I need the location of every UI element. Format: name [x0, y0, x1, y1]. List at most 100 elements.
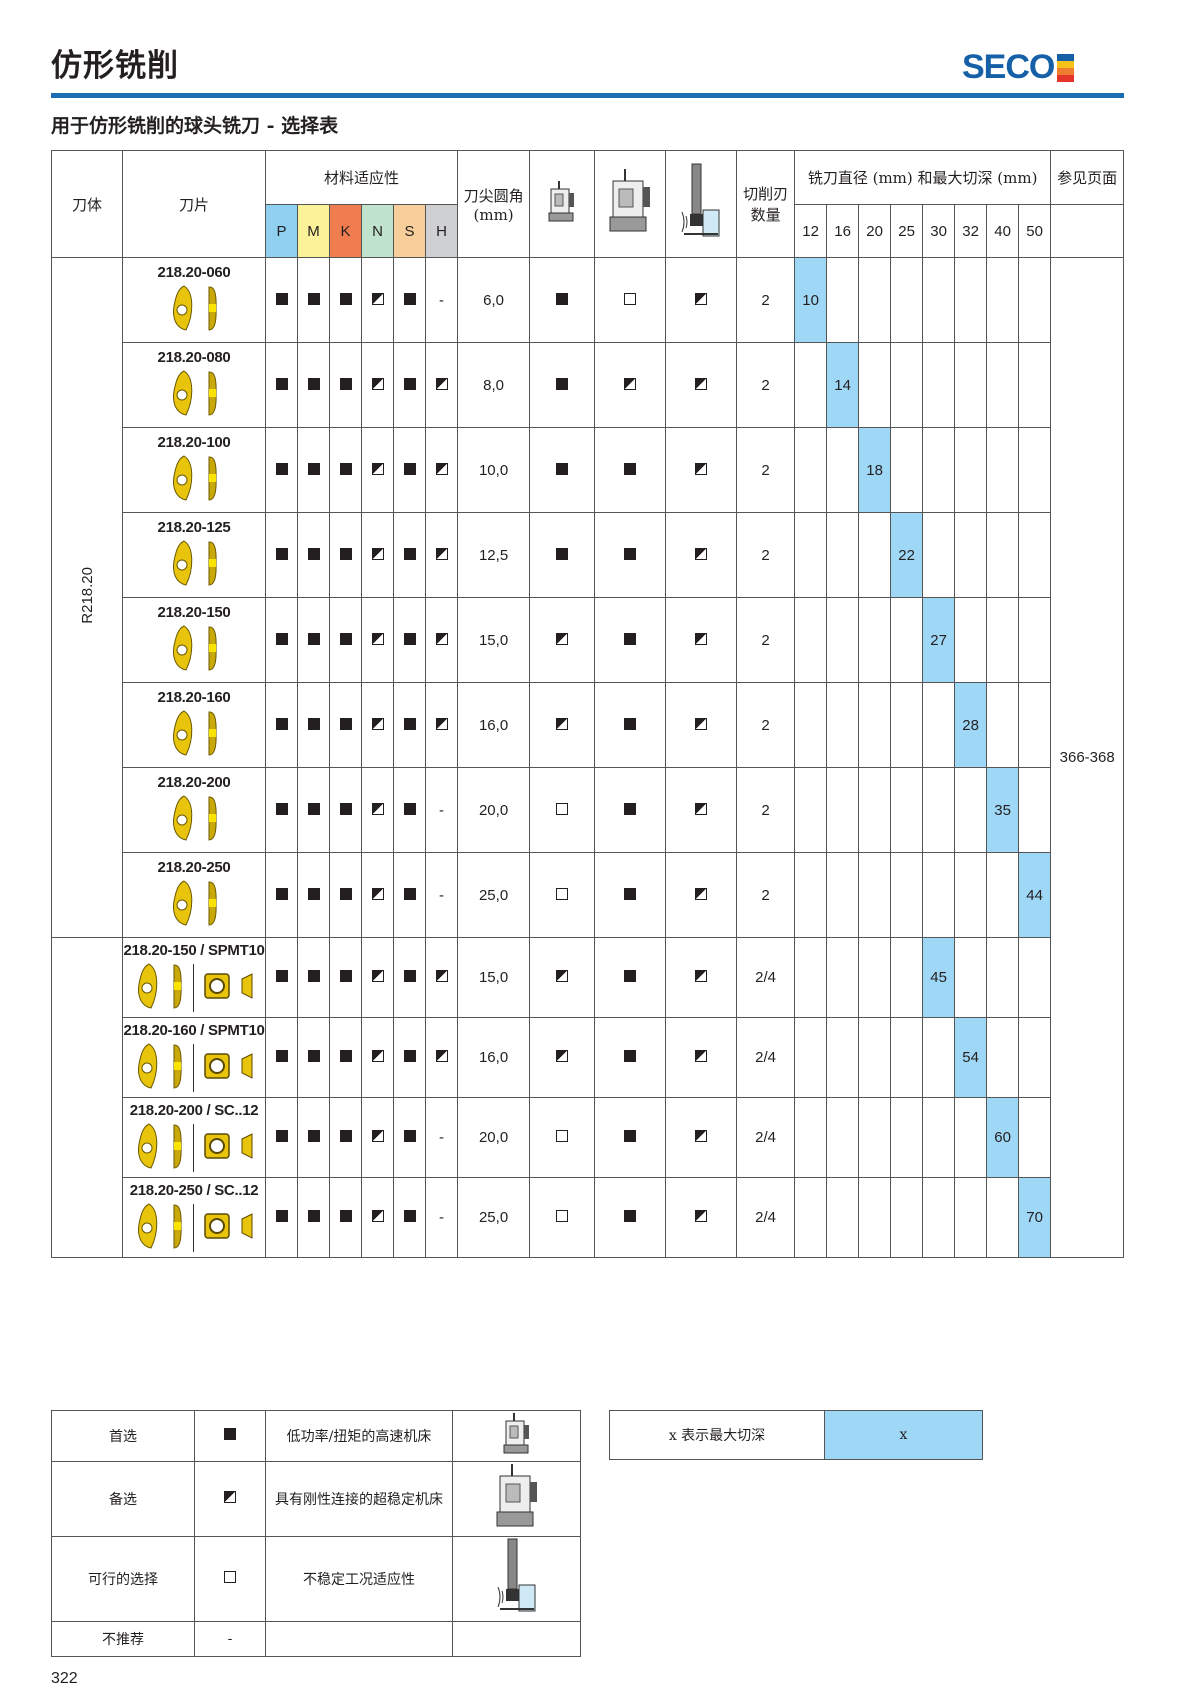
header-insert: 刀片 [122, 150, 266, 258]
insert-side-icon [206, 794, 218, 846]
material-N: N [361, 204, 394, 258]
material-P-rating [265, 682, 298, 768]
legend-label: 可行的选择 [51, 1536, 195, 1622]
diameter-cell-40 [986, 427, 1020, 513]
machine-rating-3 [665, 1097, 738, 1178]
diameter-cell-25 [890, 937, 924, 1018]
legend-alternative-icon [224, 1491, 236, 1503]
machine-alternative-icon [556, 1050, 569, 1062]
diameter-cell-30 [922, 342, 956, 428]
insert-code: 218.20-160 [157, 689, 231, 706]
machine-rating-3 [665, 512, 738, 598]
table-row: 218.20-150 / SPMT10 15,0 2/4 45 [51, 937, 1124, 1258]
square-insert-icon [203, 1132, 230, 1163]
insert-side-icon [206, 624, 218, 676]
radius-value: 12,5 [457, 512, 531, 598]
max-depth-40: 35 [986, 767, 1020, 853]
max-depth-50: 70 [1018, 1177, 1052, 1258]
material-alternative-icon [435, 970, 448, 982]
machine-alternative-icon [695, 1130, 708, 1142]
square-insert-side-icon [240, 1052, 254, 1083]
material-preferred-icon [275, 1130, 288, 1142]
material-preferred-icon [275, 970, 288, 982]
machine-preferred-icon [624, 887, 637, 900]
machine-possible-icon [624, 292, 637, 305]
ballnose-insert-icon [170, 624, 196, 676]
ref-pages[interactable]: 366-368 [1050, 257, 1125, 1258]
material-N-rating [361, 257, 394, 343]
material-S-rating [393, 767, 426, 853]
diameter-cell-20 [858, 767, 892, 853]
machine-preferred-icon [624, 1210, 637, 1222]
material-K-rating [329, 937, 362, 1018]
material-alternative-icon [435, 462, 448, 475]
material-P-rating [265, 1177, 298, 1258]
material-preferred-icon [339, 632, 352, 645]
insert-image [123, 454, 265, 506]
legend-symbol [194, 1461, 266, 1537]
insert-image [123, 369, 265, 421]
radius-value: 16,0 [457, 1017, 531, 1098]
machine-rating-3 [665, 767, 738, 853]
diameter-cell-50 [1018, 597, 1052, 683]
machine-rating-3 [665, 1017, 738, 1098]
material-alternative-icon [371, 1210, 384, 1222]
material-S-rating [393, 852, 426, 938]
depth-note: x 表示最大切深 [609, 1410, 825, 1460]
material-alternative-icon [435, 632, 448, 645]
material-P-rating [265, 767, 298, 853]
material-preferred-icon [339, 292, 352, 305]
diameter-cell-40 [986, 257, 1020, 343]
machine-rating-2 [594, 427, 667, 513]
symbol-legend: 首选 低功率/扭矩的高速机床 备选 具有刚性连接的超稳定机床 可行的选择 不稳定工况适应性… [51, 1410, 581, 1657]
header-small-high-speed-machine [529, 150, 596, 258]
square-insert-side-icon [240, 972, 254, 1003]
material-K-rating [329, 427, 362, 513]
diameter-cell-20 [858, 257, 892, 343]
machine-preferred-icon [624, 970, 637, 982]
radius-value: 10,0 [457, 427, 531, 513]
ballnose-insert-icon [135, 1202, 161, 1254]
ballnose-insert-icon [135, 1042, 161, 1094]
table-row: 218.20-150 15,0 2 27 [52, 597, 1124, 683]
machine-alternative-icon [695, 802, 708, 815]
legend-possible-icon [224, 1571, 236, 1583]
diameter-20: 20 [858, 204, 892, 258]
radius-value: 25,0 [457, 852, 531, 938]
material-alternative-icon [371, 1050, 384, 1062]
diameter-cell-16 [826, 257, 860, 343]
machine-alternative-icon [695, 887, 708, 900]
diameter-cell-30 [922, 257, 956, 343]
material-M-rating [297, 852, 330, 938]
material-K-rating [329, 682, 362, 768]
legend-icon [452, 1536, 581, 1622]
diameter-cell-20 [858, 1097, 892, 1178]
insert-image [123, 284, 265, 336]
header-edges: 切削刃数量 [736, 150, 796, 258]
machine-rating-1 [529, 342, 596, 428]
insert-image [123, 624, 265, 676]
insert-image [123, 794, 265, 846]
material-K-rating [329, 512, 362, 598]
legend-label: 备选 [51, 1461, 195, 1537]
diameter-cell-20 [858, 937, 892, 1018]
insert-image [123, 539, 265, 591]
material-K-rating [329, 852, 362, 938]
material-M-rating [297, 512, 330, 598]
insert-image [123, 709, 265, 761]
diameter-cell-12 [794, 427, 828, 513]
material-S-rating [393, 682, 426, 768]
insert-code: 218.20-060 [157, 264, 231, 281]
legend-symbol [194, 1410, 266, 1462]
material-alternative-icon [371, 462, 384, 475]
section-title: 用于仿形铣削的球头铣刀 - 选择表 [51, 115, 339, 137]
diameter-cell-12 [794, 1017, 828, 1098]
material-preferred-icon [403, 292, 416, 305]
diameter-cell-25 [890, 342, 924, 428]
material-P-rating [265, 1097, 298, 1178]
insert-cell: 218.20-200 [122, 767, 266, 853]
diameter-cell-12 [794, 342, 828, 428]
material-not-recommended: - [439, 291, 445, 309]
material-preferred-icon [275, 377, 288, 390]
diameter-12: 12 [794, 204, 828, 258]
